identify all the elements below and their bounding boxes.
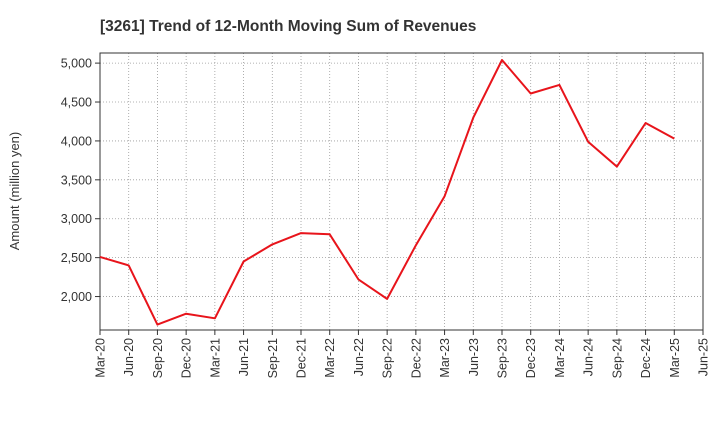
x-tick-label: Mar-21: [208, 338, 222, 378]
x-tick-label: Jun-24: [582, 338, 596, 376]
x-tick-label: Mar-22: [323, 338, 337, 378]
x-tick-label: Jun-20: [122, 338, 136, 376]
y-tick-label: 3,000: [61, 212, 92, 226]
x-tick-label: Jun-22: [352, 338, 366, 376]
x-tick-label: Sep-22: [381, 338, 395, 378]
plot-area: [99, 52, 704, 331]
series-group: [99, 59, 675, 326]
y-tick-label: 5,000: [61, 57, 92, 71]
x-tick-label: Sep-20: [151, 338, 165, 378]
y-axis-label: Amount (million yen): [7, 132, 22, 251]
x-tick-label: Mar-25: [668, 338, 682, 378]
series-line: [99, 59, 675, 326]
x-tick-label: Dec-22: [409, 338, 423, 378]
grid: [99, 53, 704, 330]
y-tick-label: 4,000: [61, 134, 92, 148]
x-tick-label: Sep-23: [496, 338, 510, 378]
x-tick-label: Dec-20: [180, 338, 194, 378]
y-tick-label: 2,500: [61, 251, 92, 265]
y-axis: 2,000 2,500 3,000 3,500 4,000 4,500 5,000: [61, 57, 100, 304]
y-tick-label: 2,000: [61, 290, 92, 304]
x-tick-label: Mar-20: [94, 338, 108, 378]
x-tick-label: Jun-25: [697, 338, 711, 376]
x-tick-label: Mar-23: [438, 338, 452, 378]
x-tick-label: Dec-24: [639, 338, 653, 378]
y-tick-label: 4,500: [61, 96, 92, 110]
x-tick-label: Mar-24: [553, 338, 567, 378]
y-tick-label: 3,500: [61, 173, 92, 187]
x-tick-label: Sep-24: [610, 338, 624, 378]
x-tick-label: Jun-21: [237, 338, 251, 376]
x-tick-label: Dec-21: [295, 338, 309, 378]
x-tick-label: Dec-23: [524, 338, 538, 378]
x-tick-label: Sep-21: [266, 338, 280, 378]
x-axis: Mar-20 Jun-20 Sep-20 Dec-20 Mar-21 Jun-21 Sep-…: [94, 330, 711, 378]
x-tick-label: Jun-23: [467, 338, 481, 376]
chart-title: [3261] Trend of 12-Month Moving Sum of R…: [100, 18, 476, 35]
